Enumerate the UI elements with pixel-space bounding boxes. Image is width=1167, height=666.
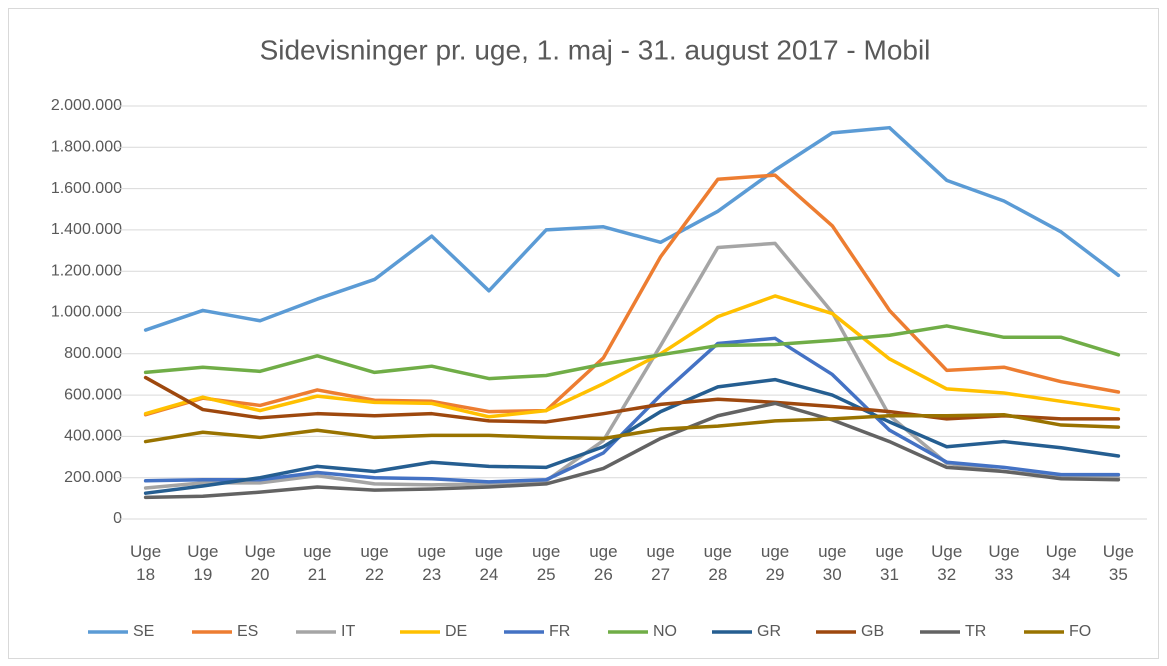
y-tick-label: 800.000 — [64, 345, 122, 362]
x-tick-label: Uge 33 — [988, 542, 1020, 584]
x-tick-label: uge 26 — [589, 542, 618, 584]
y-tick-label: 1.400.000 — [51, 221, 122, 238]
legend-label: TR — [965, 623, 986, 640]
x-tick-label: Uge 20 — [244, 542, 276, 584]
x-tick-label: uge 24 — [474, 542, 504, 584]
legend-label: SE — [133, 623, 154, 640]
series-line — [143, 401, 1121, 500]
series-line — [143, 375, 1121, 424]
x-tick-label: uge 27 — [646, 542, 675, 584]
y-tick-label: 1.000.000 — [51, 304, 122, 321]
legend-label: FO — [1069, 623, 1091, 640]
chart-title: Sidevisninger pr. uge, 1. maj - 31. augu… — [260, 34, 931, 65]
series-line — [143, 324, 1121, 381]
x-tick-label: Uge 19 — [187, 542, 219, 584]
x-tick-label: uge 21 — [303, 542, 332, 584]
x-tick-label: Uge 18 — [130, 542, 162, 584]
y-tick-label: 1.200.000 — [51, 262, 122, 279]
legend-label: GR — [757, 623, 781, 640]
y-tick-label: 400.000 — [64, 428, 122, 445]
legend-label: FR — [549, 623, 570, 640]
legend-label: NO — [653, 623, 677, 640]
x-tick-label: uge 25 — [531, 542, 561, 584]
series-line — [143, 294, 1121, 419]
series-line — [143, 173, 1121, 417]
series-line — [143, 377, 1121, 495]
series-line — [143, 412, 1121, 444]
y-tick-label: 2.000.000 — [51, 97, 122, 114]
series-line — [143, 336, 1121, 484]
legend-label: DE — [445, 623, 467, 640]
chart-border — [8, 8, 1159, 659]
series-line — [143, 125, 1121, 332]
legend-label: ES — [237, 623, 258, 640]
legend-label: IT — [341, 623, 355, 640]
y-tick-label: 200.000 — [64, 469, 122, 486]
x-tick-label: Uge 34 — [1045, 542, 1077, 584]
x-tick-label: uge 22 — [360, 542, 389, 584]
legend-label: GB — [861, 623, 884, 640]
y-tick-label: 600.000 — [64, 386, 122, 403]
y-tick-label: 1.600.000 — [51, 180, 122, 197]
x-tick-label: uge 29 — [760, 542, 790, 584]
x-tick-label: uge 30 — [818, 542, 847, 584]
x-tick-label: uge 23 — [417, 542, 446, 584]
x-tick-label: Uge 35 — [1102, 542, 1134, 584]
y-tick-label: 1.800.000 — [51, 139, 122, 156]
x-tick-label: uge 28 — [703, 542, 733, 584]
x-tick-label: uge 31 — [875, 542, 904, 584]
x-tick-label: Uge 32 — [931, 542, 963, 584]
